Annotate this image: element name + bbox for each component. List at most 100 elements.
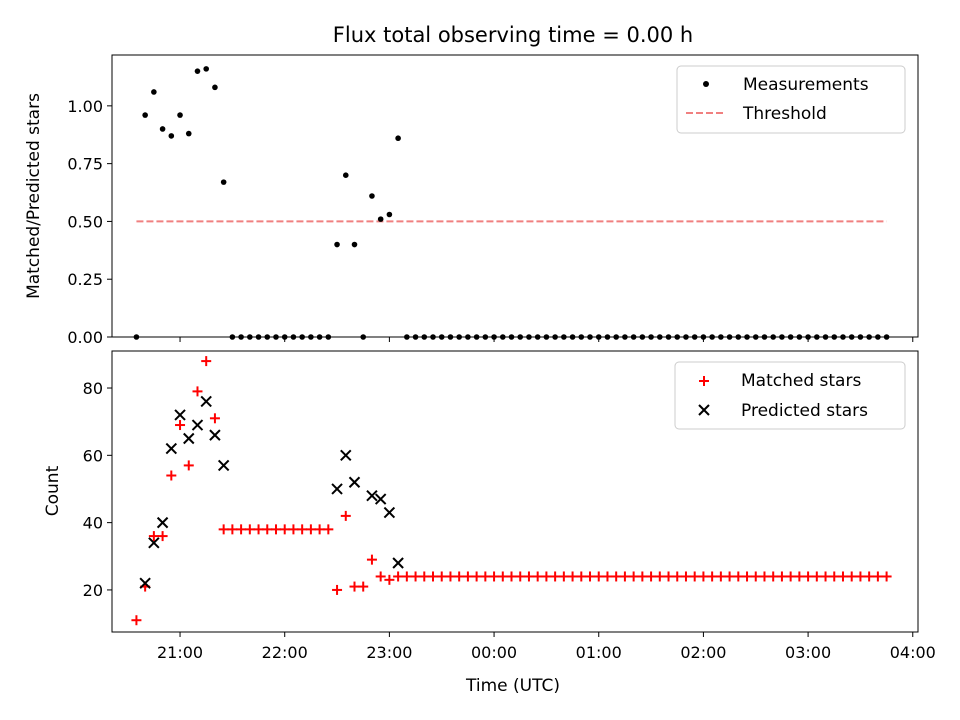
predicted-star-stroke-b	[148, 537, 160, 549]
matched-star-point	[349, 581, 360, 592]
predicted-star-stroke-b	[383, 506, 396, 519]
measurement-point	[194, 68, 201, 74]
matched-star-point	[166, 470, 177, 481]
predicted-star-point	[340, 449, 352, 462]
matched-star-point	[393, 571, 404, 582]
matched-star-point	[864, 571, 875, 582]
predicted-star-point	[209, 429, 221, 441]
measurement-point	[351, 241, 358, 248]
matched-star-point	[297, 524, 308, 535]
bottom-y-axis-label: Count	[43, 465, 63, 516]
matched-star-point	[750, 571, 761, 582]
matched-star-point	[619, 571, 630, 582]
predicted-star-stroke-b	[191, 419, 204, 431]
predicted-star-stroke-b	[348, 476, 361, 488]
top-y-tick-label: 1.00	[67, 97, 103, 116]
bottom-x-tick-label: 22:00	[262, 643, 308, 662]
matched-star-point	[175, 420, 186, 431]
matched-star-point	[742, 571, 753, 582]
matched-star-point	[270, 524, 281, 535]
matched-star-point	[131, 615, 142, 626]
matched-star-point	[253, 524, 264, 535]
legend-matched-label: Matched stars	[741, 371, 861, 391]
predicted-star-stroke-b	[209, 429, 221, 441]
predicted-star-point	[392, 557, 404, 569]
matched-star-point	[637, 571, 648, 582]
matched-star-point	[829, 571, 840, 582]
matched-star-point	[384, 574, 395, 585]
bottom-matched-points	[131, 356, 892, 626]
bottom-legend: Matched stars Predicted stars	[674, 361, 906, 430]
matched-star-point	[183, 460, 194, 471]
matched-star-point	[602, 571, 613, 582]
matched-star-point	[262, 524, 273, 535]
predicted-star-point	[139, 577, 151, 589]
predicted-star-stroke-b	[156, 516, 169, 529]
top-legend-box	[676, 65, 906, 134]
matched-star-point	[523, 571, 534, 582]
predicted-star-point	[331, 483, 343, 495]
top-y-tick-label: 0.00	[67, 328, 103, 347]
matched-star-point	[785, 571, 796, 582]
bottom-axes-frame	[111, 350, 919, 633]
measurement-point	[203, 66, 210, 72]
legend-predicted-label: Predicted stars	[741, 401, 868, 421]
matched-star-point	[698, 571, 709, 582]
matched-star-point	[148, 531, 159, 542]
matched-star-point	[218, 524, 229, 535]
matched-star-point	[715, 571, 726, 582]
matched-star-point	[497, 571, 508, 582]
matched-star-point	[305, 524, 316, 535]
bottom-x-tick-label: 21:00	[157, 643, 203, 662]
predicted-star-point	[183, 432, 195, 445]
measurement-point	[395, 135, 401, 142]
bottom-x-tick-label: 03:00	[785, 643, 831, 662]
measurement-point	[342, 172, 349, 178]
x-axis-label: Time (UTC)	[465, 676, 560, 696]
top-y-axis-label: Matched/Predicted stars	[24, 93, 44, 299]
predicted-star-point	[383, 506, 396, 519]
matched-star-point	[558, 571, 569, 582]
matched-star-point	[410, 571, 421, 582]
matched-star-point	[340, 510, 351, 521]
matched-star-point	[209, 413, 220, 424]
matched-star-point	[811, 571, 822, 582]
matched-star-point	[506, 571, 517, 582]
matched-star-point	[462, 571, 473, 582]
matched-star-point	[724, 571, 735, 582]
bottom-panel: 20 40 60 80 21:00 22:00 23:00 00:00 01:00 02:00 03…	[43, 350, 936, 696]
measurement-point	[334, 241, 340, 248]
matched-star-point	[332, 584, 343, 595]
matched-star-point	[314, 524, 325, 535]
predicted-star-stroke-b	[392, 557, 404, 569]
predicted-star-point	[348, 476, 361, 488]
top-panel: 0.00 0.25 0.50 0.75 1.00 Matched/Predicted s…	[24, 54, 919, 347]
matched-star-point	[428, 571, 439, 582]
bottom-y-tick-label: 80	[83, 379, 103, 398]
matched-star-point	[515, 571, 526, 582]
matched-star-point	[401, 571, 412, 582]
matched-star-point	[776, 571, 787, 582]
measurement-point	[159, 126, 166, 132]
predicted-star-stroke-b	[374, 493, 387, 505]
matched-star-point	[663, 571, 674, 582]
matched-star-point	[576, 571, 587, 582]
measurement-point	[386, 211, 393, 218]
matched-star-point	[707, 571, 718, 582]
measurement-point	[151, 89, 157, 95]
predicted-star-stroke-b	[366, 489, 378, 502]
predicted-star-stroke-b	[200, 395, 212, 408]
predicted-star-point	[374, 493, 387, 505]
matched-star-point	[471, 571, 482, 582]
legend-measurements-label: Measurements	[743, 75, 869, 95]
top-axes-frame	[111, 54, 919, 338]
top-measurement-points	[133, 66, 890, 340]
measurement-point	[377, 216, 384, 222]
matched-star-point	[733, 571, 744, 582]
top-y-tick-label: 0.75	[67, 155, 103, 174]
matched-star-point	[585, 571, 596, 582]
bottom-x-tick-label: 04:00	[890, 643, 936, 662]
measurement-point	[212, 84, 218, 91]
predicted-star-point	[174, 409, 186, 421]
